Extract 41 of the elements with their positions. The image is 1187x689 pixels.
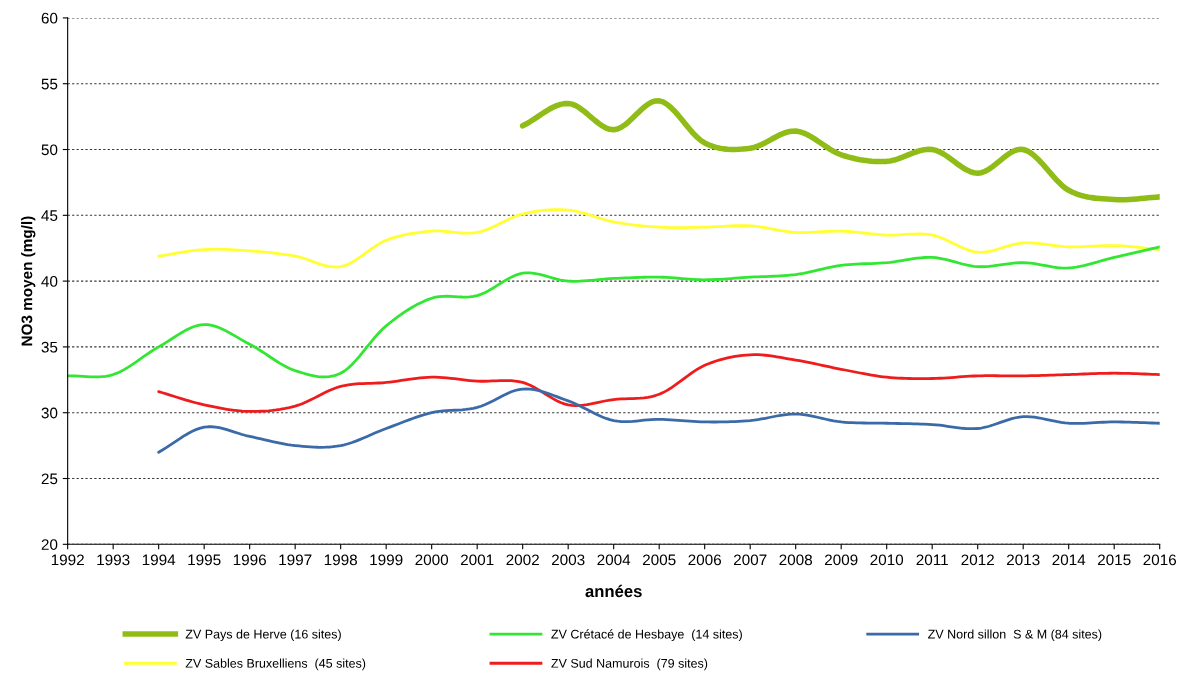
x-tick-label: 1995 [188, 554, 221, 566]
legend-label: ZV Sables Bruxelliens (45 sites) [185, 658, 366, 671]
x-tick-label: 2008 [779, 554, 813, 566]
x-tick-label: 2001 [460, 554, 494, 566]
y-tick-label: 55 [41, 78, 58, 90]
x-tick-label: 2009 [824, 554, 858, 566]
y-tick-label: 50 [41, 144, 58, 156]
x-tick-label: 2013 [1006, 554, 1040, 566]
x-tick-label: 2012 [961, 554, 994, 566]
y-tick-label: 45 [41, 210, 58, 221]
x-tick-label: 2006 [688, 554, 722, 566]
x-tick-label: 2011 [916, 554, 948, 566]
y-axis-title: NO3 moyen (mg/l) [21, 216, 36, 346]
x-tick-label: 1996 [233, 554, 266, 566]
y-tick-label: 20 [41, 539, 58, 550]
y-tick-label: 30 [41, 407, 58, 419]
x-tick-label: 2000 [415, 554, 449, 566]
x-tick-label: 2015 [1097, 554, 1131, 566]
x-tick-label: 2007 [733, 554, 767, 566]
x-tick-label: 1994 [142, 554, 176, 566]
x-tick-label: 2002 [506, 554, 539, 566]
x-tick-label: 2003 [551, 554, 585, 566]
x-tick-label: 2005 [642, 554, 676, 566]
x-tick-label: 1993 [97, 554, 130, 566]
legend-label: ZV Pays de Herve (16 sites) [185, 629, 341, 642]
legend-label: ZV Sud Namurois (79 sites) [551, 658, 708, 671]
x-tick-label: 1999 [370, 554, 403, 566]
x-tick-label: 2004 [597, 554, 631, 566]
y-tick-label: 25 [41, 473, 58, 485]
y-tick-label: 40 [41, 275, 58, 287]
x-tick-label: 2014 [1052, 554, 1086, 566]
x-axis-title: années [585, 584, 642, 598]
y-tick-label: 35 [41, 341, 58, 353]
x-tick-label: 2016 [1143, 554, 1177, 566]
x-tick-label: 1992 [51, 554, 84, 566]
x-tick-label: 1997 [279, 554, 312, 566]
x-tick-label: 2010 [870, 554, 904, 566]
legend-label: ZV Nord sillon S & M (84 sites) [928, 629, 1102, 642]
y-tick-label: 60 [41, 12, 58, 24]
x-tick-label: 1998 [324, 554, 357, 566]
legend-label: ZV Crétacé de Hesbaye (14 sites) [551, 629, 742, 642]
